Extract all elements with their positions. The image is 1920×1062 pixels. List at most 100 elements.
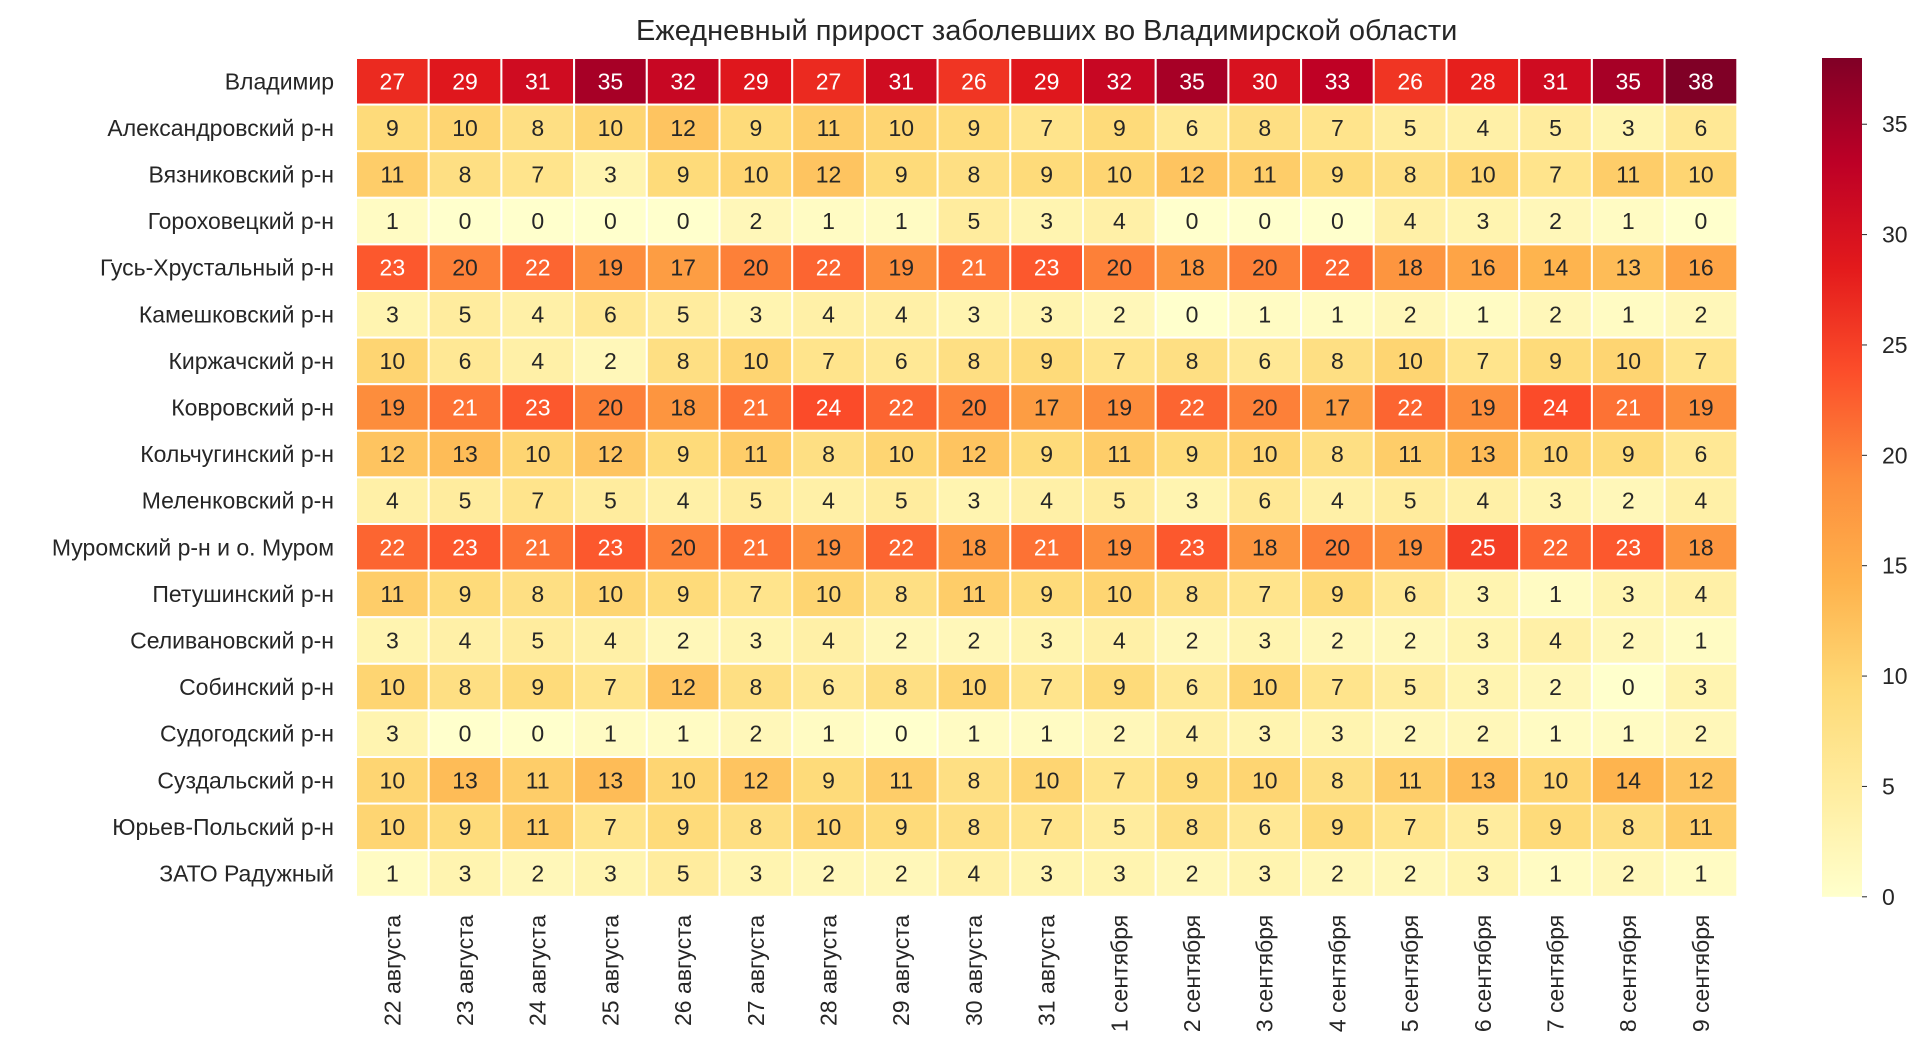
row-label: Гороховецкий р-н	[148, 208, 334, 234]
cell-value-label: 4	[677, 488, 690, 514]
column-labels: 22 августа 23 августа 24 августа 25 августа…	[379, 915, 1714, 1033]
heatmap-cell	[645, 849, 721, 898]
heatmap-cell	[1663, 243, 1739, 292]
cell-value-label: 6	[604, 301, 617, 327]
cell-value-label: 23	[1615, 534, 1641, 560]
heatmap-cell	[1663, 802, 1739, 852]
heatmap-cell	[427, 616, 503, 665]
cell-value-label: 8	[749, 674, 762, 700]
heatmap-cell	[1154, 383, 1230, 432]
cell-value-label: 13	[1470, 441, 1496, 467]
cell-value-label: 26	[1397, 68, 1423, 94]
cell-value-label: 3	[1476, 861, 1489, 887]
cell-value-label: 0	[677, 208, 690, 234]
cell-value-label: 24	[816, 395, 842, 421]
cell-value-label: 5	[1113, 488, 1126, 514]
heatmap-cell	[718, 709, 794, 759]
cell-value-label: 4	[1186, 721, 1199, 747]
heatmap-cell	[1445, 849, 1521, 898]
cell-value-label: 3	[1258, 628, 1271, 654]
heatmap-cell	[427, 103, 503, 153]
row-label: Юрьев-Польский р-н	[112, 814, 334, 840]
cell-value-label: 3	[386, 301, 399, 327]
cell-value-label: 5	[1476, 814, 1489, 840]
row-label: Владимир	[225, 68, 334, 94]
cell-value-label: 8	[968, 162, 981, 188]
cell-value-label: 1	[822, 721, 835, 747]
cell-value-label: 9	[386, 115, 399, 141]
cell-value-label: 4	[459, 628, 472, 654]
cell-value-label: 19	[1688, 395, 1714, 421]
heatmap-cell	[863, 476, 939, 525]
cell-value-label: 8	[968, 814, 981, 840]
heatmap-cell	[1082, 662, 1157, 712]
heatmap-cell	[1082, 150, 1157, 199]
heatmap-cell	[1300, 662, 1375, 712]
cell-value-label: 1	[386, 861, 399, 887]
heatmap-cell	[1372, 243, 1448, 292]
heatmap-cell	[427, 662, 503, 712]
cell-value-label: 0	[459, 208, 472, 234]
cell-value-label: 10	[380, 814, 406, 840]
cell-value-label: 12	[670, 115, 696, 141]
heatmap-cell	[1590, 662, 1666, 712]
cell-value-label: 12	[380, 441, 406, 467]
heatmap-cell	[355, 57, 430, 106]
cell-value-label: 1	[1695, 861, 1708, 887]
heatmap-cell	[1445, 57, 1521, 106]
column-label: 26 августа	[670, 915, 696, 1026]
cell-value-label: 5	[531, 628, 544, 654]
cell-value-label: 2	[1113, 721, 1126, 747]
row-label: Ковровский р-н	[171, 395, 334, 421]
heatmap-cell	[1518, 523, 1593, 572]
colorbar-tick-label: 25	[1882, 332, 1908, 358]
heatmap-cell	[1082, 196, 1157, 246]
cell-value-label: 24	[1543, 395, 1569, 421]
cell-value-label: 9	[895, 814, 908, 840]
heatmap-cell	[1154, 523, 1230, 572]
cell-value-label: 4	[1549, 628, 1562, 654]
cell-value-label: 1	[1476, 301, 1489, 327]
row-label: Селивановский р-н	[130, 628, 334, 654]
cell-value-label: 21	[743, 534, 769, 560]
cell-value-label: 19	[380, 395, 406, 421]
colorbar-tick-label: 30	[1882, 222, 1908, 248]
heatmap-cell	[1663, 709, 1739, 759]
cell-value-label: 3	[1258, 861, 1271, 887]
cell-value-label: 10	[380, 674, 406, 700]
cell-value-label: 19	[1107, 534, 1133, 560]
cell-value-label: 1	[1549, 581, 1562, 607]
cell-value-label: 18	[1397, 255, 1423, 281]
heatmap-cell	[791, 569, 866, 619]
heatmap-cell	[1372, 849, 1448, 898]
heatmap-cell	[718, 756, 794, 805]
cell-value-label: 20	[1325, 534, 1351, 560]
colorbar-tick-label: 35	[1882, 111, 1908, 137]
heatmap-cell	[863, 802, 939, 852]
heatmap-cell	[863, 336, 939, 386]
cell-value-label: 10	[1543, 441, 1569, 467]
cell-value-label: 22	[380, 534, 406, 560]
cell-value-label: 10	[743, 348, 769, 374]
cell-value-label: 4	[895, 301, 908, 327]
cell-value-label: 9	[1549, 814, 1562, 840]
cell-value-label: 3	[749, 628, 762, 654]
cell-value-label: 6	[459, 348, 472, 374]
cell-value-label: 6	[822, 674, 835, 700]
cell-value-label: 12	[1179, 162, 1205, 188]
heatmap-cell	[791, 150, 866, 199]
heatmap-cell	[427, 243, 503, 292]
cell-value-label: 3	[1331, 721, 1344, 747]
cell-value-label: 9	[1040, 581, 1053, 607]
heatmap-cell	[1590, 616, 1666, 665]
heatmap-cell	[791, 523, 866, 572]
heatmap-cell	[791, 196, 866, 246]
cell-value-label: 0	[1622, 674, 1635, 700]
cell-value-label: 9	[968, 115, 981, 141]
heatmap-cell	[791, 476, 866, 525]
cell-value-label: 20	[1252, 395, 1278, 421]
heatmap-cell	[1154, 57, 1230, 106]
cell-value-label: 19	[888, 255, 914, 281]
cell-value-label: 20	[1107, 255, 1133, 281]
cell-value-label: 7	[1549, 162, 1562, 188]
